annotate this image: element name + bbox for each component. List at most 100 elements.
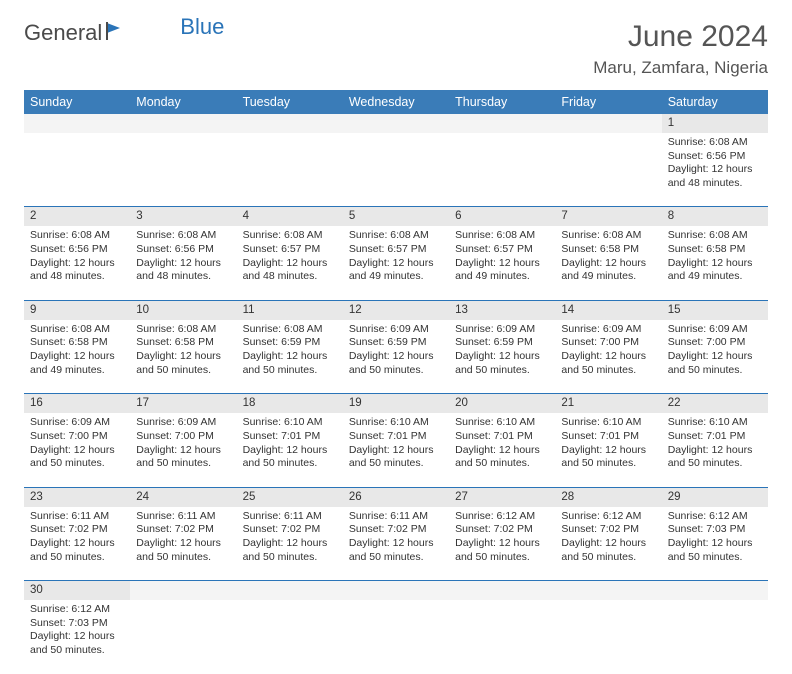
weekday-header: Sunday xyxy=(24,90,130,114)
day-cell: Sunrise: 6:08 AMSunset: 6:58 PMDaylight:… xyxy=(130,320,236,394)
day-cell xyxy=(662,600,768,674)
logo-text-2: Blue xyxy=(180,14,224,40)
day-cell-content: Sunrise: 6:08 AMSunset: 6:57 PMDaylight:… xyxy=(243,229,337,284)
day-number: 16 xyxy=(24,394,130,413)
day-number xyxy=(555,581,661,600)
day-number: 10 xyxy=(130,300,236,319)
day-number: 30 xyxy=(24,581,130,600)
day-cell xyxy=(237,133,343,207)
day-number: 3 xyxy=(130,207,236,226)
day-cell: Sunrise: 6:08 AMSunset: 6:56 PMDaylight:… xyxy=(24,226,130,300)
day-cell-content: Sunrise: 6:11 AMSunset: 7:02 PMDaylight:… xyxy=(136,510,230,565)
logo-text-1: General xyxy=(24,20,102,46)
day-cell-content: Sunrise: 6:12 AMSunset: 7:03 PMDaylight:… xyxy=(30,603,124,658)
day-cell: Sunrise: 6:08 AMSunset: 6:58 PMDaylight:… xyxy=(24,320,130,394)
day-number: 12 xyxy=(343,300,449,319)
daynum-row: 30 xyxy=(24,581,768,600)
day-cell-content: Sunrise: 6:08 AMSunset: 6:58 PMDaylight:… xyxy=(668,229,762,284)
day-cell xyxy=(24,133,130,207)
day-cell: Sunrise: 6:08 AMSunset: 6:57 PMDaylight:… xyxy=(449,226,555,300)
day-content-row: Sunrise: 6:08 AMSunset: 6:56 PMDaylight:… xyxy=(24,133,768,207)
day-cell-content: Sunrise: 6:08 AMSunset: 6:58 PMDaylight:… xyxy=(561,229,655,284)
day-cell: Sunrise: 6:09 AMSunset: 7:00 PMDaylight:… xyxy=(130,413,236,487)
day-number: 18 xyxy=(237,394,343,413)
day-number xyxy=(343,114,449,133)
day-cell-content: Sunrise: 6:11 AMSunset: 7:02 PMDaylight:… xyxy=(243,510,337,565)
weekday-header: Wednesday xyxy=(343,90,449,114)
day-number: 7 xyxy=(555,207,661,226)
day-number: 28 xyxy=(555,487,661,506)
day-cell-content: Sunrise: 6:08 AMSunset: 6:58 PMDaylight:… xyxy=(30,323,124,378)
day-number: 27 xyxy=(449,487,555,506)
day-cell: Sunrise: 6:11 AMSunset: 7:02 PMDaylight:… xyxy=(130,507,236,581)
day-content-row: Sunrise: 6:12 AMSunset: 7:03 PMDaylight:… xyxy=(24,600,768,674)
day-content-row: Sunrise: 6:09 AMSunset: 7:00 PMDaylight:… xyxy=(24,413,768,487)
day-number: 4 xyxy=(237,207,343,226)
day-cell: Sunrise: 6:08 AMSunset: 6:56 PMDaylight:… xyxy=(662,133,768,207)
day-cell xyxy=(449,133,555,207)
day-cell xyxy=(130,600,236,674)
day-cell-content: Sunrise: 6:08 AMSunset: 6:59 PMDaylight:… xyxy=(243,323,337,378)
location: Maru, Zamfara, Nigeria xyxy=(593,58,768,78)
day-number: 26 xyxy=(343,487,449,506)
day-cell: Sunrise: 6:08 AMSunset: 6:57 PMDaylight:… xyxy=(237,226,343,300)
calendar-table: Sunday Monday Tuesday Wednesday Thursday… xyxy=(24,90,768,674)
day-cell: Sunrise: 6:09 AMSunset: 6:59 PMDaylight:… xyxy=(449,320,555,394)
day-number xyxy=(343,581,449,600)
day-number: 9 xyxy=(24,300,130,319)
weekday-header: Thursday xyxy=(449,90,555,114)
day-number: 25 xyxy=(237,487,343,506)
daynum-row: 2345678 xyxy=(24,207,768,226)
day-cell: Sunrise: 6:09 AMSunset: 7:00 PMDaylight:… xyxy=(24,413,130,487)
day-number xyxy=(237,114,343,133)
day-number: 11 xyxy=(237,300,343,319)
day-cell-content: Sunrise: 6:12 AMSunset: 7:02 PMDaylight:… xyxy=(455,510,549,565)
day-number xyxy=(130,581,236,600)
day-cell-content: Sunrise: 6:12 AMSunset: 7:03 PMDaylight:… xyxy=(668,510,762,565)
day-number: 20 xyxy=(449,394,555,413)
day-cell-content: Sunrise: 6:08 AMSunset: 6:57 PMDaylight:… xyxy=(349,229,443,284)
day-cell: Sunrise: 6:10 AMSunset: 7:01 PMDaylight:… xyxy=(237,413,343,487)
day-cell-content: Sunrise: 6:09 AMSunset: 7:00 PMDaylight:… xyxy=(30,416,124,471)
day-cell-content: Sunrise: 6:10 AMSunset: 7:01 PMDaylight:… xyxy=(349,416,443,471)
day-number: 15 xyxy=(662,300,768,319)
day-cell: Sunrise: 6:10 AMSunset: 7:01 PMDaylight:… xyxy=(449,413,555,487)
day-number: 1 xyxy=(662,114,768,133)
day-number: 21 xyxy=(555,394,661,413)
day-cell-content: Sunrise: 6:08 AMSunset: 6:58 PMDaylight:… xyxy=(136,323,230,378)
weekday-header: Tuesday xyxy=(237,90,343,114)
title-block: June 2024 Maru, Zamfara, Nigeria xyxy=(593,20,768,78)
day-cell: Sunrise: 6:09 AMSunset: 7:00 PMDaylight:… xyxy=(555,320,661,394)
day-cell: Sunrise: 6:09 AMSunset: 7:00 PMDaylight:… xyxy=(662,320,768,394)
day-cell: Sunrise: 6:11 AMSunset: 7:02 PMDaylight:… xyxy=(24,507,130,581)
day-number: 8 xyxy=(662,207,768,226)
weekday-header-row: Sunday Monday Tuesday Wednesday Thursday… xyxy=(24,90,768,114)
day-cell: Sunrise: 6:11 AMSunset: 7:02 PMDaylight:… xyxy=(343,507,449,581)
day-cell-content: Sunrise: 6:10 AMSunset: 7:01 PMDaylight:… xyxy=(455,416,549,471)
day-cell-content: Sunrise: 6:08 AMSunset: 6:57 PMDaylight:… xyxy=(455,229,549,284)
day-cell-content: Sunrise: 6:11 AMSunset: 7:02 PMDaylight:… xyxy=(30,510,124,565)
day-number xyxy=(662,581,768,600)
day-cell: Sunrise: 6:10 AMSunset: 7:01 PMDaylight:… xyxy=(555,413,661,487)
day-cell-content: Sunrise: 6:09 AMSunset: 6:59 PMDaylight:… xyxy=(455,323,549,378)
day-cell: Sunrise: 6:11 AMSunset: 7:02 PMDaylight:… xyxy=(237,507,343,581)
calendar-body: 1 Sunrise: 6:08 AMSunset: 6:56 PMDaylight… xyxy=(24,114,768,674)
day-number xyxy=(237,581,343,600)
day-cell xyxy=(343,600,449,674)
header: General Blue June 2024 Maru, Zamfara, Ni… xyxy=(24,20,768,78)
day-content-row: Sunrise: 6:08 AMSunset: 6:58 PMDaylight:… xyxy=(24,320,768,394)
logo: General Blue xyxy=(24,20,224,46)
day-number xyxy=(555,114,661,133)
day-cell: Sunrise: 6:08 AMSunset: 6:56 PMDaylight:… xyxy=(130,226,236,300)
day-cell: Sunrise: 6:09 AMSunset: 6:59 PMDaylight:… xyxy=(343,320,449,394)
daynum-row: 16171819202122 xyxy=(24,394,768,413)
day-number xyxy=(449,114,555,133)
day-cell: Sunrise: 6:12 AMSunset: 7:03 PMDaylight:… xyxy=(24,600,130,674)
day-number: 19 xyxy=(343,394,449,413)
day-cell-content: Sunrise: 6:12 AMSunset: 7:02 PMDaylight:… xyxy=(561,510,655,565)
day-cell-content: Sunrise: 6:08 AMSunset: 6:56 PMDaylight:… xyxy=(668,136,762,191)
weekday-header: Friday xyxy=(555,90,661,114)
day-cell xyxy=(130,133,236,207)
daynum-row: 23242526272829 xyxy=(24,487,768,506)
day-number xyxy=(24,114,130,133)
